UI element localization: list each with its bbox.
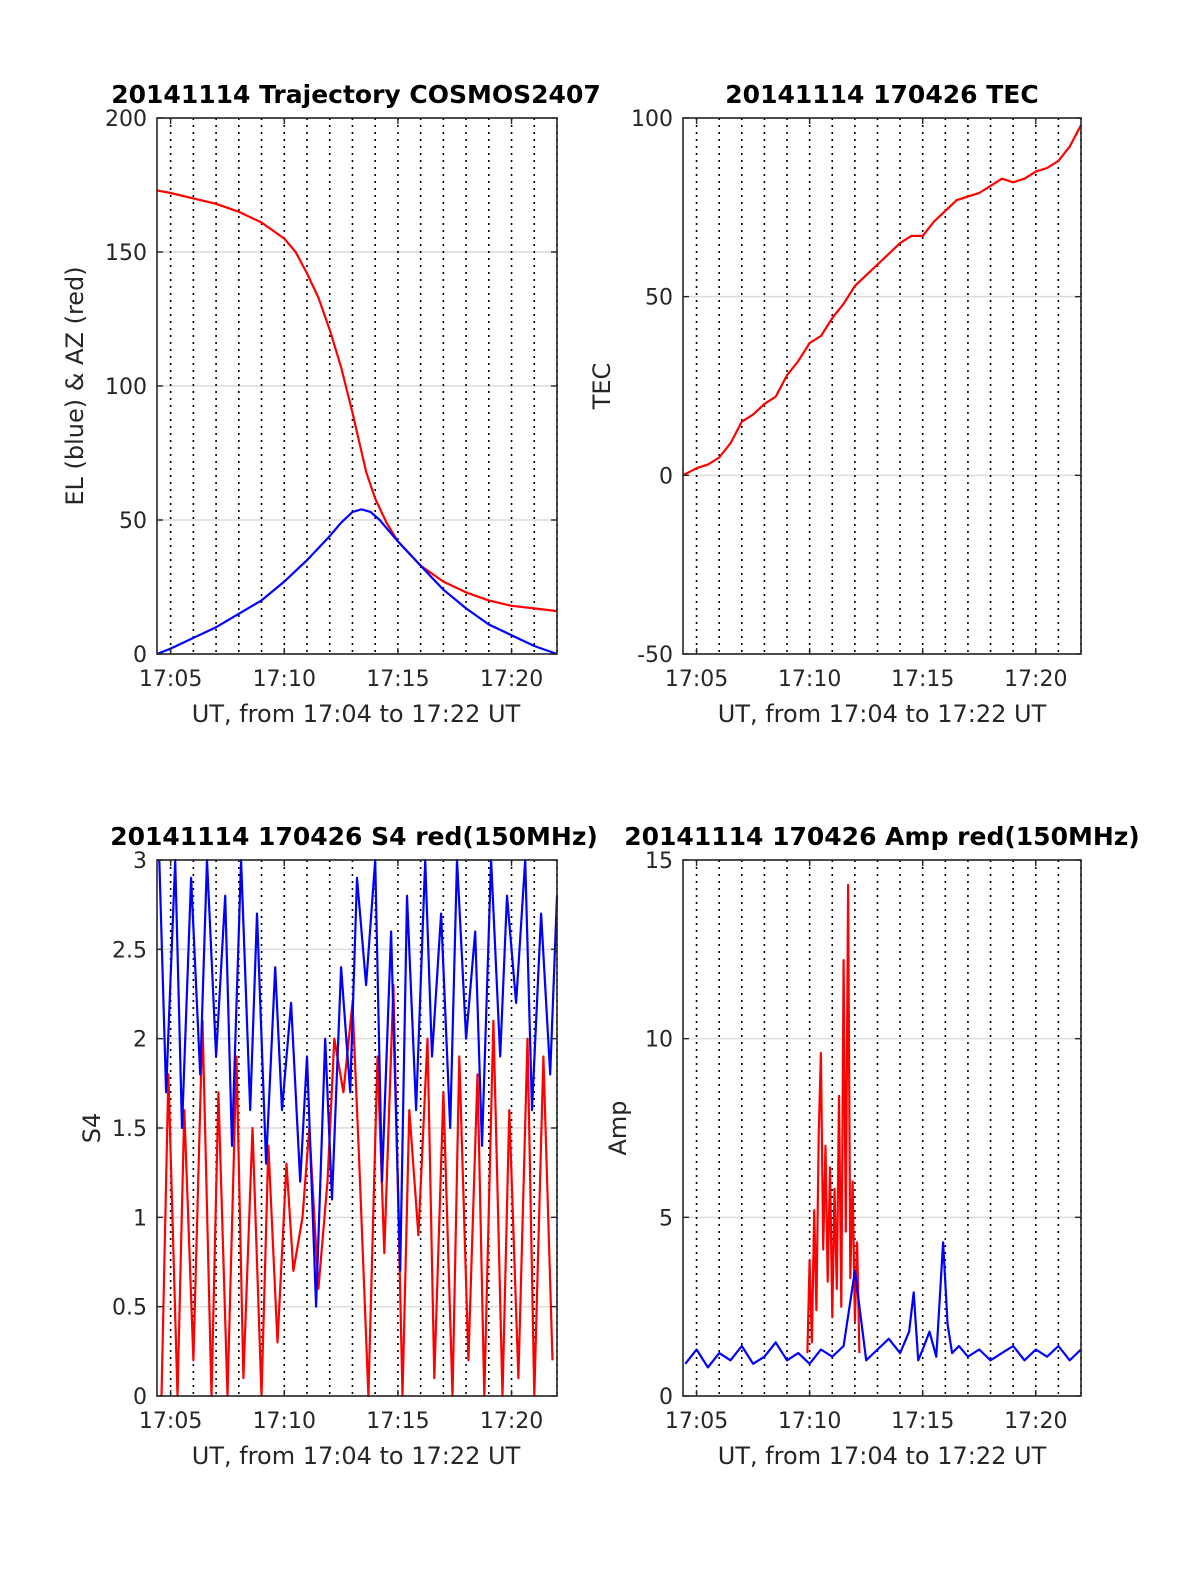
y-tick-label: 0 — [133, 1385, 147, 1410]
y-tick-label: 5 — [659, 1206, 673, 1231]
series-line-az — [156, 189, 558, 613]
x-tick-label: 17:05 — [139, 667, 202, 692]
x-tick-label: 17:10 — [253, 1409, 316, 1434]
y-tick-label: -50 — [637, 643, 673, 668]
x-tick-label: 17:05 — [665, 1409, 728, 1434]
plot-area — [683, 118, 1081, 654]
y-axis-label: S4 — [78, 1113, 106, 1144]
x-tick-label: 17:05 — [139, 1409, 202, 1434]
y-tick-label: 15 — [645, 849, 673, 874]
series-line-red — [806, 883, 861, 1354]
x-tick-label: 17:15 — [366, 667, 429, 692]
y-tick-label: 150 — [105, 241, 147, 266]
x-tick-label: 17:05 — [665, 667, 728, 692]
x-tick-label: 17:15 — [891, 667, 954, 692]
s4-panel: 20141114 170426 S4 red(150MHz) UT, from … — [78, 822, 598, 1470]
x-tick-label: 17:10 — [253, 667, 316, 692]
x-tick-label: 17:20 — [1004, 1409, 1067, 1434]
y-axis-label: TEC — [588, 363, 616, 411]
panel-title: 20141114 170426 TEC — [725, 80, 1038, 109]
x-tick-label: 17:15 — [366, 1409, 429, 1434]
y-tick-label: 0.5 — [112, 1296, 147, 1321]
y-tick-label: 10 — [645, 1028, 673, 1053]
y-tick-label: 1 — [133, 1206, 147, 1231]
series-line-red — [160, 983, 554, 1398]
x-axis-label: UT, from 17:04 to 17:22 UT — [718, 1442, 1047, 1470]
y-tick-label: 2.5 — [112, 938, 147, 963]
axes-box — [682, 117, 1082, 655]
x-tick-label: 17:10 — [778, 667, 841, 692]
tec-panel: 20141114 170426 TEC UT, from 17:04 to 17… — [588, 80, 1082, 728]
y-tick-label: 1.5 — [112, 1117, 147, 1142]
series-line-el — [156, 508, 558, 656]
y-tick-label: 50 — [645, 286, 673, 311]
trajectory-panel: 20141114 Trajectory COSMOS2407 UT, from … — [61, 80, 601, 728]
panel-title: 20141114 170426 S4 red(150MHz) — [110, 822, 598, 851]
y-tick-label: 2 — [133, 1028, 147, 1053]
amp-panel: 20141114 170426 Amp red(150MHz) UT, from… — [604, 822, 1140, 1470]
x-axis-label: UT, from 17:04 to 17:22 UT — [718, 700, 1047, 728]
y-tick-label: 0 — [133, 643, 147, 668]
x-axis-label: UT, from 17:04 to 17:22 UT — [192, 700, 521, 728]
y-tick-label: 0 — [659, 464, 673, 489]
panel-title: 20141114 Trajectory COSMOS2407 — [111, 80, 601, 109]
y-tick-label: 100 — [105, 375, 147, 400]
y-tick-label: 3 — [133, 849, 147, 874]
x-tick-label: 17:20 — [480, 667, 543, 692]
axes-box — [682, 859, 1082, 1397]
y-axis-label: Amp — [604, 1100, 632, 1155]
x-axis-label: UT, from 17:04 to 17:22 UT — [192, 1442, 521, 1470]
plot-area — [683, 860, 1081, 1396]
series-line-blue — [684, 1241, 1082, 1369]
y-tick-label: 0 — [659, 1385, 673, 1410]
x-tick-label: 17:20 — [1004, 667, 1067, 692]
panel-title: 20141114 170426 Amp red(150MHz) — [624, 822, 1140, 851]
series-line-tec — [682, 124, 1082, 477]
x-tick-label: 17:20 — [480, 1409, 543, 1434]
y-tick-label: 50 — [119, 509, 147, 534]
x-tick-label: 17:10 — [778, 1409, 841, 1434]
y-tick-label: 100 — [631, 107, 673, 132]
x-tick-label: 17:15 — [891, 1409, 954, 1434]
y-axis-label: EL (blue) & AZ (red) — [61, 266, 89, 505]
y-tick-label: 200 — [105, 107, 147, 132]
